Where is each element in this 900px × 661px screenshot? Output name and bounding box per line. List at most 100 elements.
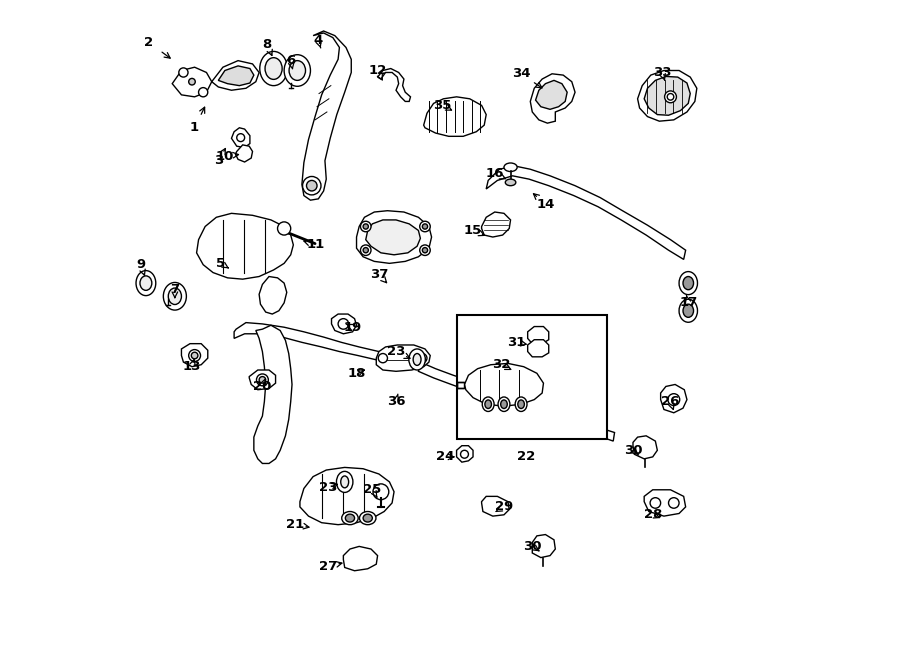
Polygon shape (456, 446, 473, 462)
Ellipse shape (680, 272, 698, 295)
Circle shape (418, 354, 427, 363)
Circle shape (189, 79, 195, 85)
Text: 24: 24 (436, 450, 454, 463)
Ellipse shape (140, 276, 152, 290)
Ellipse shape (136, 270, 156, 295)
Polygon shape (356, 211, 432, 263)
Text: 20: 20 (253, 380, 272, 393)
Ellipse shape (518, 400, 525, 408)
Text: 29: 29 (495, 500, 513, 514)
Polygon shape (254, 325, 292, 463)
Polygon shape (378, 69, 410, 101)
Circle shape (361, 221, 371, 232)
Text: 18: 18 (347, 367, 365, 380)
Ellipse shape (346, 514, 355, 522)
Text: 8: 8 (263, 38, 272, 51)
Polygon shape (231, 128, 250, 147)
Text: 3: 3 (213, 154, 223, 167)
Ellipse shape (168, 288, 182, 305)
Circle shape (192, 352, 198, 359)
Text: 19: 19 (344, 321, 362, 334)
Polygon shape (486, 166, 686, 259)
Text: 23: 23 (319, 481, 338, 494)
Circle shape (189, 350, 201, 362)
Circle shape (179, 68, 188, 77)
Polygon shape (196, 214, 293, 279)
Circle shape (650, 498, 661, 508)
Text: 36: 36 (387, 395, 405, 408)
Polygon shape (661, 385, 687, 412)
Circle shape (422, 248, 427, 253)
Ellipse shape (260, 52, 287, 86)
Text: 23: 23 (387, 345, 405, 358)
Ellipse shape (515, 397, 527, 411)
Circle shape (302, 176, 321, 195)
Bar (456, 315, 607, 439)
Circle shape (664, 91, 677, 102)
Polygon shape (259, 276, 287, 314)
Circle shape (307, 180, 317, 191)
Text: 9: 9 (136, 258, 145, 271)
Polygon shape (344, 547, 378, 570)
Text: 2: 2 (144, 36, 153, 49)
Circle shape (378, 354, 388, 363)
Text: 4: 4 (314, 34, 323, 48)
Polygon shape (236, 145, 253, 162)
Text: 26: 26 (662, 395, 680, 408)
Polygon shape (302, 31, 351, 200)
Circle shape (419, 221, 430, 232)
Text: 34: 34 (512, 67, 530, 80)
Text: 30: 30 (624, 444, 643, 457)
Polygon shape (532, 535, 555, 558)
Text: 5: 5 (216, 257, 226, 270)
Circle shape (361, 245, 371, 255)
Ellipse shape (504, 163, 518, 172)
Polygon shape (633, 436, 657, 459)
Circle shape (422, 224, 427, 229)
Text: 12: 12 (368, 64, 387, 77)
Polygon shape (482, 496, 509, 516)
Circle shape (461, 450, 468, 458)
Ellipse shape (680, 299, 698, 323)
Ellipse shape (341, 476, 348, 488)
Text: 11: 11 (307, 239, 325, 251)
Polygon shape (482, 212, 510, 237)
Polygon shape (637, 71, 697, 121)
Circle shape (363, 248, 368, 253)
Polygon shape (527, 340, 549, 357)
Text: 35: 35 (433, 99, 451, 112)
Polygon shape (212, 61, 259, 91)
Ellipse shape (359, 512, 376, 525)
Text: 28: 28 (644, 508, 662, 522)
Polygon shape (182, 344, 208, 367)
Polygon shape (464, 364, 544, 407)
Polygon shape (418, 362, 615, 441)
Text: 33: 33 (652, 66, 671, 79)
Circle shape (259, 377, 266, 383)
Polygon shape (424, 97, 486, 136)
Ellipse shape (683, 304, 694, 317)
Circle shape (338, 319, 348, 329)
Polygon shape (249, 370, 275, 390)
Text: 7: 7 (170, 283, 179, 296)
Circle shape (668, 394, 680, 406)
Ellipse shape (505, 179, 516, 186)
Circle shape (669, 498, 680, 508)
Circle shape (199, 88, 208, 97)
Polygon shape (376, 345, 430, 371)
Text: 31: 31 (507, 336, 525, 349)
Ellipse shape (289, 61, 305, 81)
Text: 22: 22 (517, 450, 535, 463)
Ellipse shape (363, 514, 373, 522)
Ellipse shape (683, 276, 694, 290)
Ellipse shape (342, 512, 358, 525)
Polygon shape (365, 220, 420, 254)
Polygon shape (530, 74, 575, 123)
Text: 21: 21 (286, 518, 304, 531)
Polygon shape (219, 66, 254, 86)
Polygon shape (331, 314, 356, 334)
Text: 30: 30 (523, 540, 542, 553)
Text: 1: 1 (190, 121, 199, 134)
Text: 16: 16 (486, 167, 504, 180)
Text: 25: 25 (364, 483, 382, 496)
